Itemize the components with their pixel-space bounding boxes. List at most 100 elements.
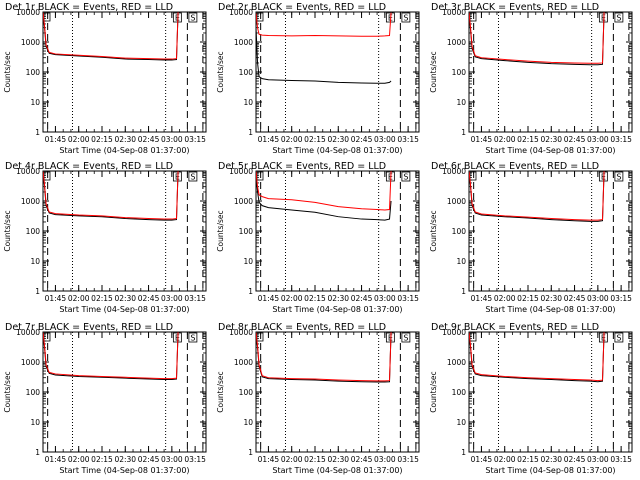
plot-frame: [42, 331, 207, 453]
x-tick-label: 03:00: [587, 455, 609, 464]
y-tick-label: 10000: [229, 328, 253, 337]
y-tick-label: 1000: [234, 38, 253, 47]
x-tick-label: 02:00: [494, 294, 516, 303]
series-events-line: [43, 12, 179, 61]
x-axis-label: Start Time (04-Sep-08 01:37:00): [59, 146, 189, 155]
y-tick-label: 1000: [447, 358, 466, 367]
x-tick-label: 02:45: [138, 135, 160, 144]
panel-det-8: Det 8r BLACK = Events, RED = LLD 1 10 100 10…: [216, 322, 420, 475]
x-axis-label: Start Time (04-Sep-08 01:37:00): [485, 305, 615, 314]
plot-frame: [255, 11, 420, 133]
plot-frame: [42, 11, 207, 133]
y-tick-label: 10000: [442, 328, 466, 337]
y-axis-label: Counts/sec: [429, 51, 438, 92]
event-marker-label: E: [601, 14, 606, 23]
event-marker-label: S: [403, 334, 408, 343]
x-tick-label: 02:30: [540, 135, 562, 144]
y-tick-label: 10: [243, 257, 253, 266]
event-marker-label: S: [616, 173, 621, 182]
x-tick-label: 03:15: [184, 455, 206, 464]
plot-frame: [42, 170, 207, 292]
panel-title: Det 5r BLACK = Events, RED = LLD: [218, 161, 386, 172]
y-tick-label: 1: [461, 128, 466, 137]
x-tick-label: 02:45: [351, 294, 373, 303]
y-tick-label: 10000: [442, 8, 466, 17]
series-lld-line: [469, 12, 605, 64]
y-tick-label: 1000: [234, 358, 253, 367]
x-axis-label: Start Time (04-Sep-08 01:37:00): [59, 466, 189, 475]
x-tick-label: 02:30: [327, 455, 349, 464]
x-tick-label: 01:45: [471, 294, 493, 303]
x-tick-label: 03:15: [397, 294, 419, 303]
y-tick-label: 10: [30, 418, 40, 427]
series-events-line: [43, 332, 179, 381]
y-tick-label: 1: [35, 448, 40, 457]
event-marker-box: [188, 171, 198, 182]
panel-det-7: Det 7r BLACK = Events, RED = LLD 1 10 100 10…: [3, 322, 207, 475]
panel-det-3: Det 3r BLACK = Events, RED = LLD 1 10 100 10…: [429, 2, 633, 155]
x-tick-label: 02:45: [564, 135, 586, 144]
panel-title: Det 7r BLACK = Events, RED = LLD: [5, 322, 173, 333]
x-tick-label: 03:00: [374, 135, 396, 144]
event-marker-box: [401, 332, 411, 343]
y-tick-label: 10000: [229, 8, 253, 17]
x-tick-label: 03:15: [184, 294, 206, 303]
y-tick-label: 100: [239, 68, 254, 77]
y-tick-label: 10: [243, 98, 253, 107]
x-tick-label: 03:00: [587, 135, 609, 144]
event-marker-label: S: [190, 173, 195, 182]
x-tick-label: 02:30: [540, 294, 562, 303]
y-axis-label: Counts/sec: [429, 210, 438, 251]
y-tick-label: 100: [452, 68, 467, 77]
x-tick-label: 03:15: [184, 135, 206, 144]
x-tick-label: 02:00: [281, 294, 303, 303]
x-tick-label: 03:00: [161, 455, 183, 464]
x-tick-label: 02:45: [351, 455, 373, 464]
y-tick-label: 10000: [229, 167, 253, 176]
y-tick-label: 100: [239, 388, 254, 397]
series-events-line: [256, 27, 392, 84]
x-tick-label: 02:30: [114, 294, 136, 303]
plot-frame: [468, 331, 633, 453]
start-marker-box: [256, 171, 264, 181]
panel-title: Det 4r BLACK = Events, RED = LLD: [5, 161, 173, 172]
panel-title: Det 3r BLACK = Events, RED = LLD: [431, 2, 599, 13]
y-axis-label: Counts/sec: [3, 371, 12, 412]
x-tick-label: 03:00: [161, 294, 183, 303]
x-tick-label: 01:45: [258, 294, 280, 303]
x-tick-label: 02:30: [327, 135, 349, 144]
y-tick-label: 1000: [21, 38, 40, 47]
y-tick-label: 10000: [16, 167, 40, 176]
event-marker-label: S: [616, 14, 621, 23]
y-tick-label: 1: [35, 128, 40, 137]
event-marker-label: E: [601, 173, 606, 182]
x-tick-label: 02:00: [281, 455, 303, 464]
event-marker-label: S: [403, 14, 408, 23]
event-marker-box: [188, 12, 198, 23]
x-tick-label: 02:15: [91, 455, 113, 464]
x-tick-label: 03:00: [374, 294, 396, 303]
x-tick-label: 02:45: [564, 455, 586, 464]
series-events-line: [256, 332, 392, 383]
panel-title: Det 2r BLACK = Events, RED = LLD: [218, 2, 386, 13]
event-marker-box: [614, 171, 624, 182]
x-tick-label: 02:30: [540, 455, 562, 464]
x-tick-label: 03:00: [374, 455, 396, 464]
x-tick-label: 03:15: [397, 135, 419, 144]
series-lld-line: [256, 171, 392, 211]
y-tick-label: 100: [26, 388, 41, 397]
x-tick-label: 02:45: [564, 294, 586, 303]
y-tick-label: 100: [452, 227, 467, 236]
event-marker-box: [614, 12, 624, 23]
y-tick-label: 1000: [447, 38, 466, 47]
event-marker-label: S: [403, 173, 408, 182]
y-axis-label: Counts/sec: [216, 371, 225, 412]
y-tick-label: 100: [26, 227, 41, 236]
x-tick-label: 02:15: [517, 294, 539, 303]
panel-title: Det 6r BLACK = Events, RED = LLD: [431, 161, 599, 172]
event-marker-label: S: [190, 334, 195, 343]
panel-title: Det 9r BLACK = Events, RED = LLD: [431, 322, 599, 333]
series-events-line: [469, 12, 605, 66]
x-tick-label: 01:45: [471, 135, 493, 144]
